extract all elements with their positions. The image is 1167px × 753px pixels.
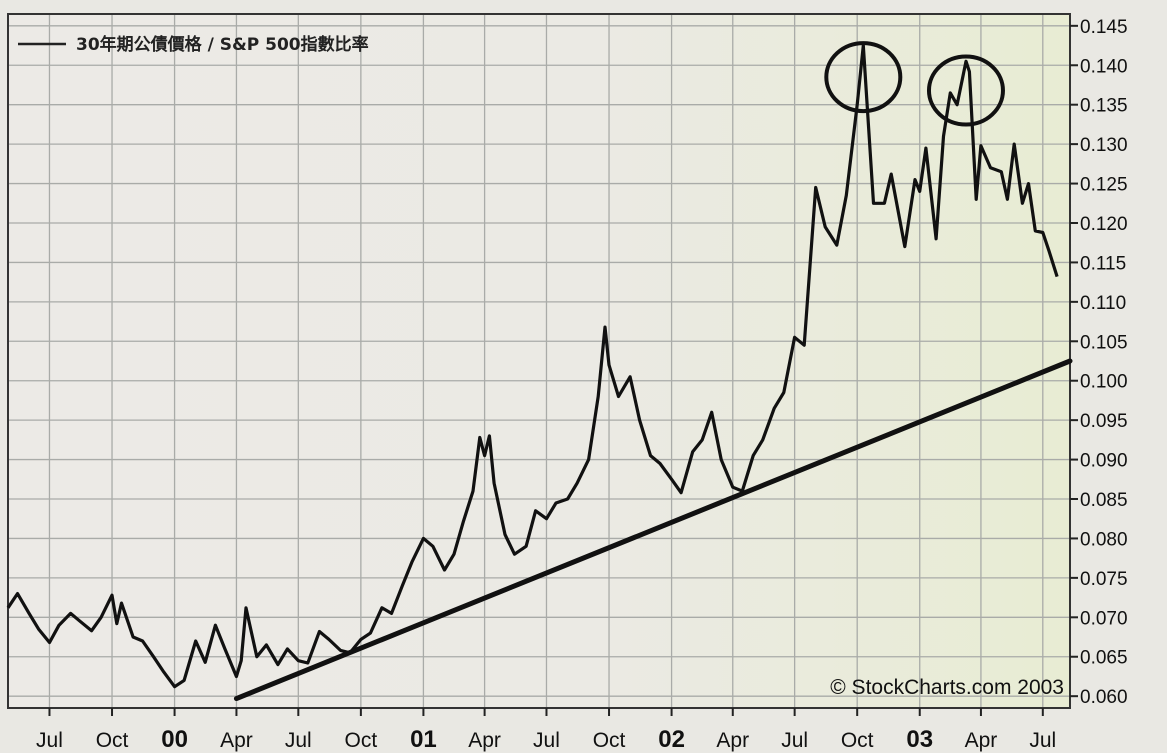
y-tick-label: 0.110: [1080, 293, 1126, 314]
legend: 30年期公債價格 / S&P 500指數比率: [18, 34, 369, 55]
y-tick-label: 0.125: [1080, 175, 1128, 196]
x-tick-label: Oct: [593, 729, 626, 752]
y-tick-label: 0.065: [1080, 648, 1128, 669]
x-tick-label: Apr: [468, 729, 501, 752]
y-axis: 0.060 0.065 0.070 0.075 0.080 0.085 0.090 0.095…: [1070, 17, 1128, 708]
y-tick-label: 0.060: [1080, 687, 1128, 708]
plot-background: [8, 14, 1070, 708]
ratio-series-line: [6, 43, 1059, 689]
peak-circles: [824, 41, 1005, 127]
x-tick-label: Oct: [345, 729, 378, 752]
y-tick-label: 0.115: [1080, 253, 1126, 274]
y-tick-label: 0.085: [1080, 490, 1128, 511]
y-tick-label: 0.140: [1080, 56, 1128, 77]
x-tick-label: Jul: [36, 729, 63, 752]
x-tick-label: Oct: [96, 729, 129, 752]
x-tick-label: Jul: [285, 729, 312, 752]
x-tick-label: Apr: [220, 729, 253, 752]
x-tick-label: Apr: [965, 729, 998, 752]
y-tick-label: 0.075: [1080, 569, 1128, 590]
x-tick-label: Oct: [841, 729, 874, 752]
peak-circle: [926, 54, 1005, 127]
y-tick-label: 0.105: [1080, 332, 1128, 353]
x-tick-label: 02: [658, 726, 685, 753]
x-tick-label: 01: [410, 726, 437, 753]
y-tick-label: 0.100: [1080, 372, 1128, 393]
y-tick-label: 0.135: [1080, 96, 1128, 117]
x-tick-label: Jul: [781, 729, 808, 752]
y-tick-label: 0.130: [1080, 135, 1128, 156]
x-tick-label: Jul: [533, 729, 560, 752]
x-tick-label: Jul: [1029, 729, 1056, 752]
copyright-note: © StockCharts.com 2003: [830, 676, 1064, 699]
x-tick-label: 00: [161, 726, 188, 753]
y-tick-label: 0.095: [1080, 411, 1128, 432]
y-tick-label: 0.070: [1080, 608, 1128, 629]
y-tick-label: 0.120: [1080, 214, 1128, 235]
x-tick-label: Apr: [716, 729, 749, 752]
x-axis: Jul Oct 00 Apr Jul Oct 01 Apr Jul Oct 02 Apr Jul Oct 0…: [36, 708, 1056, 753]
y-tick-label: 0.145: [1080, 17, 1128, 38]
y-tick-label: 0.090: [1080, 451, 1128, 472]
y-tick-label: 0.080: [1080, 529, 1128, 550]
peak-circle: [824, 41, 903, 114]
legend-label: 30年期公債價格 / S&P 500指數比率: [76, 34, 369, 55]
support-trendline: [233, 358, 1073, 702]
x-tick-label: 03: [906, 726, 933, 753]
